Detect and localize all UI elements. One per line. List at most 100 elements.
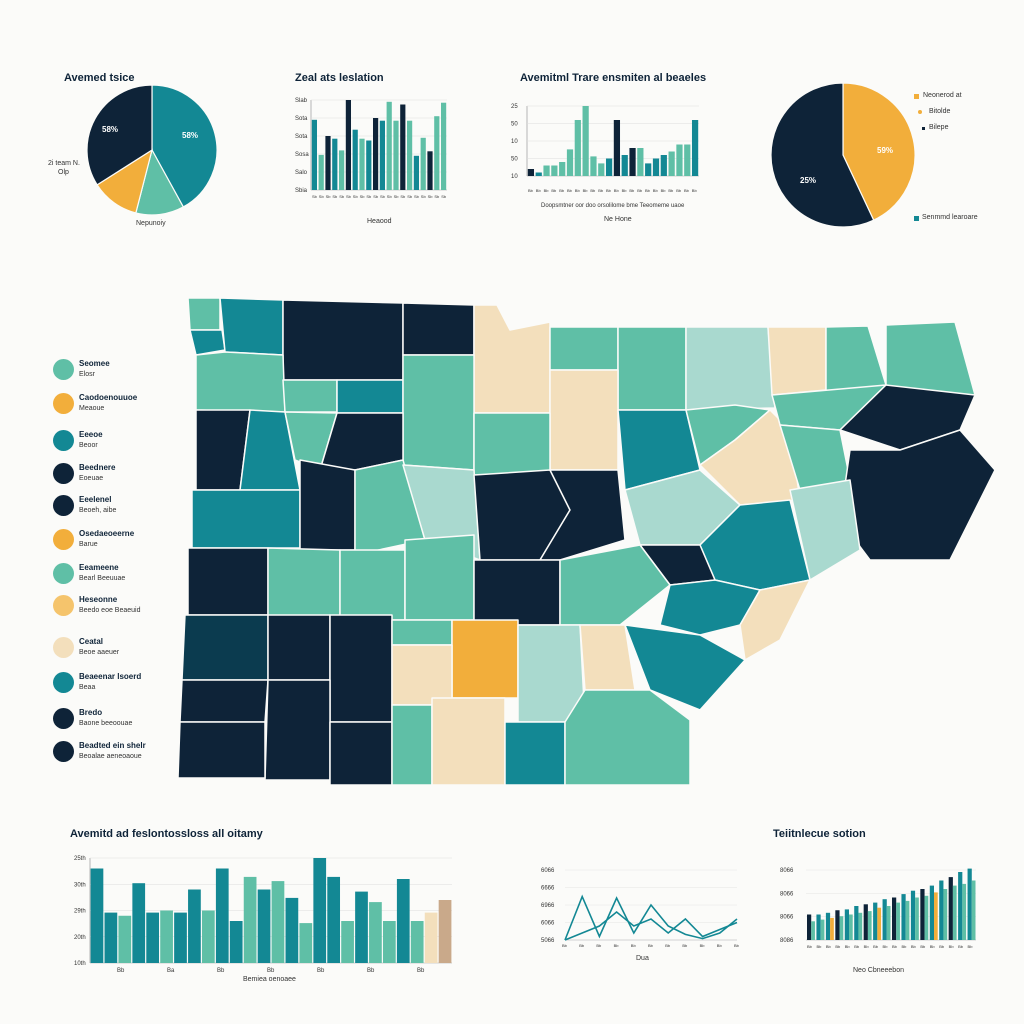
line-series — [564, 910, 738, 941]
legend-label: Eeeoe — [79, 430, 103, 439]
bar — [668, 151, 675, 176]
map-region — [181, 614, 269, 681]
x-tick-label: Sb — [428, 194, 434, 199]
x-tick-label: Sb — [339, 194, 345, 199]
bar — [645, 163, 652, 176]
legend-item: Seomee Elosr — [50, 355, 180, 385]
bar — [373, 118, 379, 190]
y-tick-label: Sota — [295, 116, 308, 122]
bar — [807, 914, 812, 940]
legend-label: Heseonne — [79, 595, 118, 604]
x-tick-label: Sb — [366, 194, 372, 199]
bar — [566, 149, 574, 176]
x-tick-label: Bb — [873, 944, 879, 949]
map-region — [739, 579, 811, 661]
x-tick-label: Bb — [596, 943, 602, 948]
legend-sublabel: Barue — [79, 541, 98, 548]
bar — [858, 912, 863, 940]
pie-left-title: Avemed tsice — [64, 72, 135, 84]
x-tick-label: Bb — [544, 188, 550, 193]
legend-swatch — [914, 216, 919, 221]
y-tick-label: 8066 — [780, 891, 794, 897]
map-region — [339, 549, 406, 621]
legend-label: Beaeenar lsoerd — [79, 672, 142, 681]
bar — [215, 868, 229, 963]
y-tick-label: 6966 — [541, 903, 555, 909]
bar — [863, 904, 868, 940]
legend-item: Beaeenar lsoerd Beaa — [50, 668, 180, 698]
x-tick-label: Bb — [676, 188, 682, 193]
bar — [285, 897, 299, 963]
legend-sublabel: Beoor — [79, 442, 98, 449]
x-tick-label: Sb — [414, 194, 420, 199]
bar-bottom-left-chart: 25th 30th 29th 20th 10th Bb Ba Bb Bb Bb Bb Bb — [74, 856, 452, 974]
bar — [929, 885, 934, 940]
bar — [962, 883, 967, 940]
pie-right-legend-2: Bitolde — [929, 108, 951, 115]
pie-left-label-big: 58% — [102, 125, 119, 134]
bar — [839, 916, 844, 940]
bar — [410, 921, 424, 963]
map-region — [195, 351, 286, 413]
x-tick-label: Bb — [668, 188, 674, 193]
bar — [660, 155, 667, 176]
bar-top-mid-title: Zeal ats leslation — [295, 72, 384, 84]
line-bottom-mid-caption: Dua — [636, 955, 649, 962]
line-series — [564, 894, 738, 941]
x-tick-label: Sb — [394, 194, 400, 199]
bar — [901, 894, 906, 940]
pie-left-label-teal: 58% — [182, 131, 199, 140]
map-region — [187, 547, 269, 616]
bar — [393, 120, 399, 190]
x-tick-label: Sb — [434, 194, 440, 199]
x-tick-label: Bb — [883, 944, 889, 949]
bar — [958, 872, 963, 940]
pie-right-legend-1: Neonerod at — [923, 92, 962, 99]
map-region — [187, 297, 221, 331]
y-tick-label: 10 — [511, 174, 518, 180]
map-region — [685, 326, 776, 411]
bar — [174, 912, 187, 963]
map-region — [329, 614, 393, 723]
legend-item: Ceatal Beoe aaeuer — [50, 633, 180, 663]
x-tick-label: Bb — [583, 188, 589, 193]
legend-swatch — [918, 110, 922, 114]
map-region — [189, 329, 226, 356]
legend-item: Eeelenel Beoeh, aibe — [50, 491, 180, 521]
legend-item: Heseonne Beedo eoe Beaeuid — [50, 591, 180, 621]
bar-bottom-left-caption: Bemiea oenoaee — [243, 976, 296, 983]
map-region — [617, 326, 687, 411]
map-region — [431, 697, 506, 786]
x-tick-label: Bb — [968, 944, 974, 949]
bar — [867, 911, 872, 940]
bar — [637, 148, 644, 176]
legend-label: Caodoenouuoe — [79, 393, 138, 402]
legend-dot — [53, 672, 74, 693]
bar-bottom-left-title: Avemitd ad feslontossloss all oitamy — [70, 828, 263, 840]
bar — [325, 136, 331, 190]
map-region — [264, 679, 331, 781]
x-tick-label: Bb — [949, 944, 955, 949]
x-tick-label: Bb — [551, 188, 557, 193]
legend-dot — [53, 463, 74, 484]
bar — [359, 138, 365, 190]
legend-dot — [53, 637, 74, 658]
x-tick-label: Sb — [312, 194, 318, 199]
legend-item: Bredo Baone beeoouae — [50, 704, 180, 734]
map-region — [267, 547, 341, 621]
x-tick-label: Bb — [622, 188, 628, 193]
x-tick-label: Bb — [598, 188, 604, 193]
x-tick-label: Bb — [629, 188, 635, 193]
x-tick-label: Bb — [665, 943, 671, 948]
bar — [104, 912, 118, 963]
x-tick-label: Bb — [575, 188, 581, 193]
x-tick-label: Bb — [590, 188, 596, 193]
bar — [551, 165, 558, 176]
x-tick-label: Sb — [326, 194, 332, 199]
x-tick-label: Bb — [648, 943, 654, 948]
pie-right-legend: Neonerod at Bitolde Bilepe — [914, 92, 994, 132]
y-tick-label: Salo — [295, 170, 308, 176]
x-tick-label: Bb — [816, 944, 822, 949]
x-tick-label: Sb — [360, 194, 366, 199]
map-region — [504, 721, 566, 786]
